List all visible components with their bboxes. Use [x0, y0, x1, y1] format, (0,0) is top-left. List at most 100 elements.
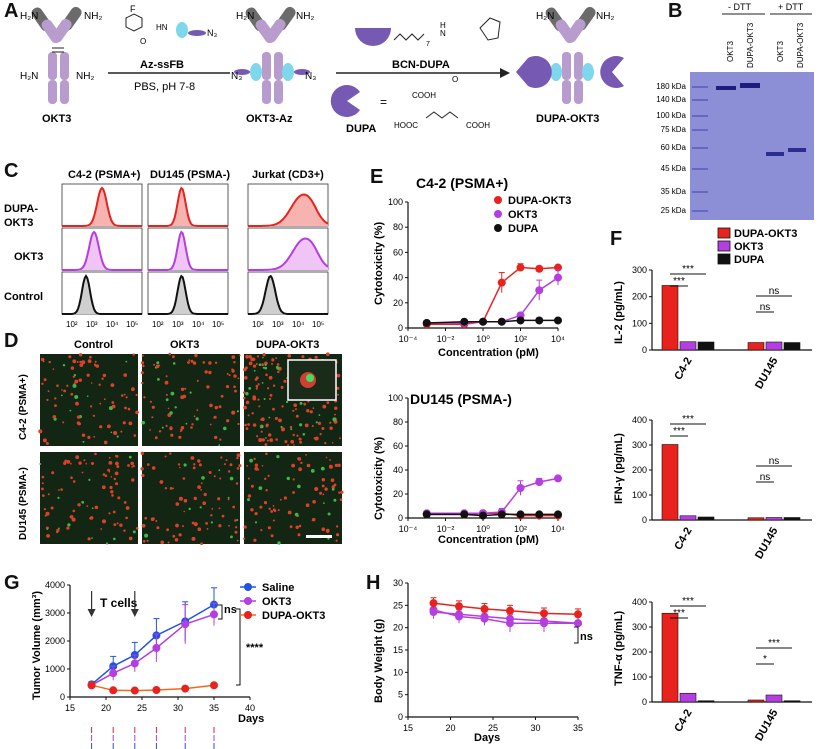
d-cell-dot [210, 514, 213, 517]
d-micrograph [142, 452, 240, 544]
d-cell-dot [54, 397, 57, 400]
data-point [516, 316, 525, 325]
d-cell-dot [144, 533, 149, 538]
d-cell-dot [214, 361, 218, 364]
d-cell-dot [191, 521, 195, 525]
d-cell-dot [141, 420, 145, 425]
tick-label-y: 5 [398, 690, 403, 700]
d-cell-dot [42, 494, 45, 497]
b-lane-2: DUPA-OKT3 [746, 22, 755, 68]
a-chem-o: O [140, 37, 146, 46]
f-tick-label: 200 [632, 292, 647, 302]
d-cell-dot [297, 457, 301, 461]
d-cell-dot [87, 435, 91, 439]
b-ladder-label: 140 kDa [656, 95, 686, 104]
d-cell-dot [75, 401, 79, 406]
d-cell-dot [183, 510, 185, 513]
a-reagent1: Az-ssFB [140, 59, 184, 71]
b-lane-1: OKT3 [726, 41, 735, 62]
e-legend: DUPA-OKT3 OKT3 DUPA [494, 195, 571, 235]
d-cell-dot [115, 454, 118, 458]
d-cell-dot [236, 519, 239, 521]
e-legend-2: OKT3 [508, 209, 537, 221]
f-tick-label: 200 [632, 465, 647, 475]
d-cell-dot [305, 454, 307, 456]
d-col-2: OKT3 [170, 339, 199, 351]
d-cell-dot [172, 534, 176, 538]
d-cell-dot [248, 361, 253, 366]
d-cell-dot [231, 410, 236, 415]
d-cell-dot [309, 410, 313, 414]
d-cell-dot [196, 379, 199, 382]
f-sig-label: ns [769, 286, 780, 297]
d-cell-dot [337, 463, 341, 467]
b-lane-3: OKT3 [776, 41, 785, 62]
d-cell-dot [265, 489, 268, 492]
d-cell-dot [146, 539, 149, 542]
a2-n3-left: N₃ [231, 71, 242, 82]
d-cell-dot [228, 524, 230, 527]
d-cell-dot [150, 517, 155, 521]
d-cell-dot [142, 540, 146, 543]
d-cell-dot [296, 434, 299, 437]
d-cell-dot [272, 519, 275, 522]
d-cell-dot [125, 506, 130, 510]
data-point [554, 474, 562, 483]
d-cell-dot [218, 405, 222, 409]
d-cell-dot [166, 528, 170, 532]
c-hist-fill [248, 238, 328, 270]
d-cell-dot [102, 373, 107, 378]
d-cell-dot [56, 528, 60, 532]
f-bar [679, 692, 697, 703]
f-bar [765, 341, 783, 351]
d-cell-dot [275, 357, 278, 360]
d-cell-dot [183, 498, 188, 503]
d-cell-dot [315, 436, 319, 440]
d-cell-dot [317, 421, 322, 425]
b-ladder-label: 60 kDa [661, 143, 687, 152]
d-cell-dot [289, 525, 293, 529]
c-hist-fill [248, 194, 328, 226]
d-cell-dot [247, 414, 250, 417]
e-ylabel-top: Cytotoxicity (%) [373, 222, 385, 305]
tick-label-y: 60 [393, 247, 403, 257]
d-cell-dot [174, 538, 179, 542]
d-cell-dot [190, 456, 195, 460]
f-bar [747, 699, 765, 703]
b-ladder-label: 75 kDa [661, 125, 687, 134]
d-cell-dot [113, 431, 118, 435]
b-ladder-label: 180 kDa [656, 82, 686, 91]
tick-label-x: 10⁴ [551, 524, 565, 534]
data-point [497, 278, 506, 287]
panel-c-label: C [4, 160, 19, 182]
a-h2n-1: H₂N [20, 11, 38, 22]
d-row-2: DU145 (PSMA-) [18, 467, 29, 540]
d-cell-dot [103, 440, 108, 445]
d-cell-dot [226, 372, 229, 375]
d-cell-dot [247, 423, 251, 426]
d-cell-dot [269, 397, 272, 400]
d-cell-dot [254, 463, 259, 467]
d-cell-dot [111, 401, 115, 404]
d-cell-dot [305, 503, 310, 507]
a-chem-hn: HN [156, 23, 168, 32]
data-point [429, 599, 438, 608]
f-sig-label: ns [760, 302, 771, 313]
tick-label-x: 20 [101, 703, 111, 713]
d-cell-dot [167, 407, 170, 410]
a2-h2n: H₂N [236, 11, 254, 22]
d-cell-dot [165, 398, 169, 402]
d-cell-dot [110, 476, 113, 478]
d-cell-dot [46, 398, 49, 401]
d-cell-dot [114, 471, 119, 476]
d-cell-dot [103, 398, 106, 401]
d-cell-dot [192, 361, 197, 365]
d-cell-dot [233, 361, 236, 364]
d-cell-dot [287, 354, 292, 358]
d-cell-dot [87, 537, 91, 541]
data-point [422, 318, 431, 327]
f-bar [679, 515, 697, 521]
a3-nh2: NH₂ [596, 11, 614, 22]
c-hist-fill [148, 276, 228, 314]
band-okt3 [716, 86, 736, 90]
